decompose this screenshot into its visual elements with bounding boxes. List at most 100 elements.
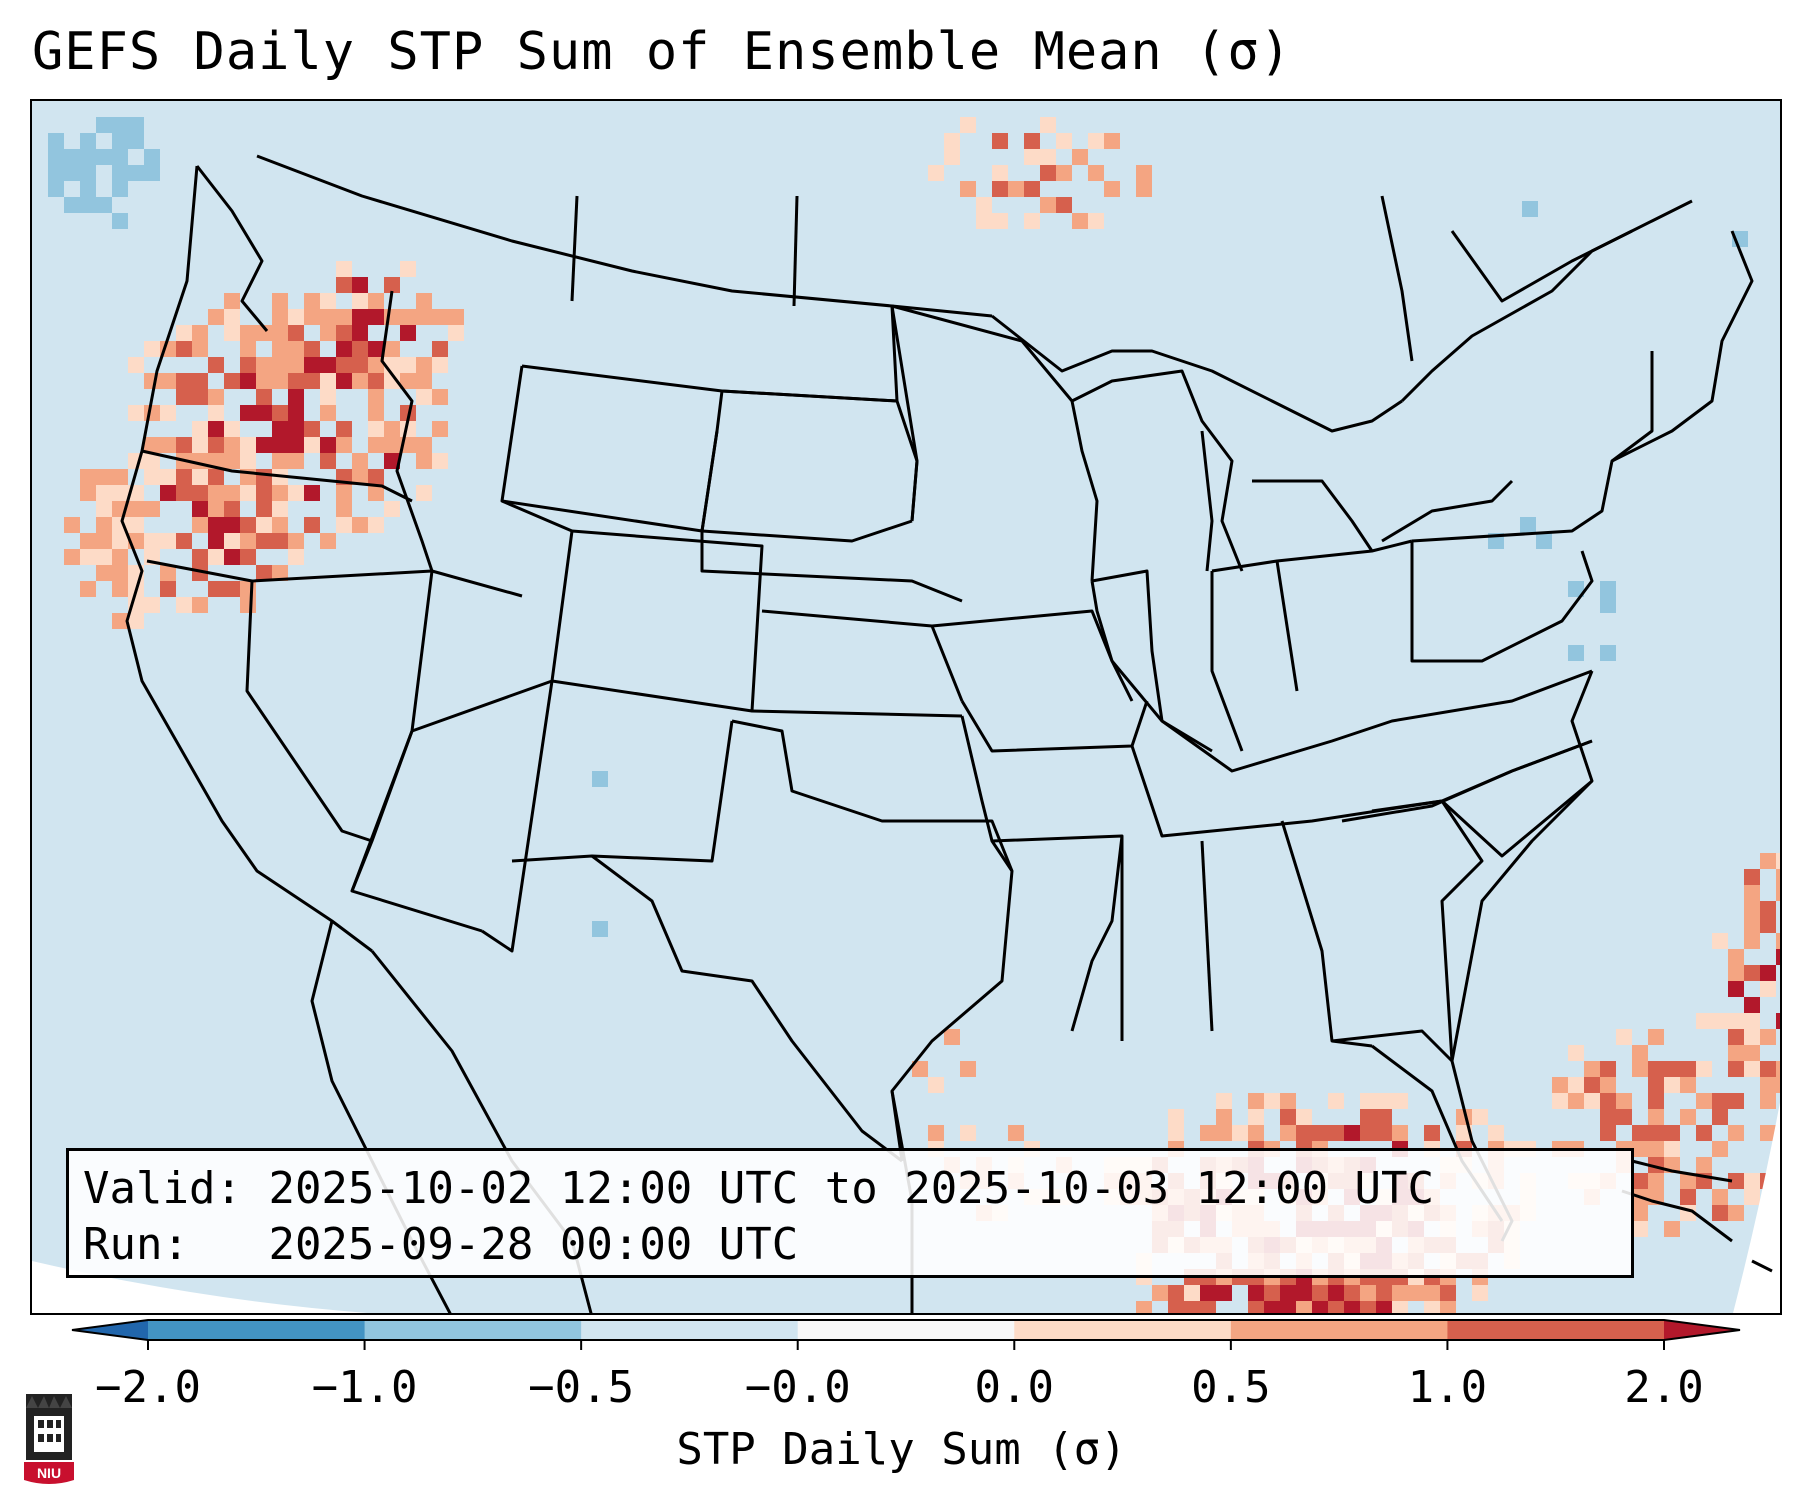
stp-cell <box>336 261 352 277</box>
stp-cell <box>208 517 224 533</box>
stp-cell <box>1712 1093 1728 1109</box>
stp-cell <box>112 565 128 581</box>
stp-cell <box>144 341 160 357</box>
stp-cell <box>336 357 352 373</box>
stp-cell <box>1744 933 1760 949</box>
stp-cell <box>192 437 208 453</box>
stp-cell <box>80 197 96 213</box>
stp-cell <box>64 165 80 181</box>
colorbar-bin <box>364 1320 582 1340</box>
stp-cell <box>144 469 160 485</box>
stp-cell <box>448 325 464 341</box>
stp-cell <box>1328 1125 1344 1141</box>
stp-cell <box>240 437 256 453</box>
stp-cell <box>352 469 368 485</box>
stp-cell <box>96 565 112 581</box>
stp-cell <box>1328 1301 1344 1313</box>
stp-cell <box>1216 1093 1232 1109</box>
stp-cell <box>160 581 176 597</box>
stp-cell <box>256 437 272 453</box>
stp-cell <box>144 533 160 549</box>
stp-cell <box>288 549 304 565</box>
stp-cell <box>592 921 608 937</box>
stp-cell <box>1600 645 1616 661</box>
stp-cell <box>1296 1109 1312 1125</box>
stp-cell <box>992 181 1008 197</box>
stp-cell <box>1648 1173 1664 1189</box>
stp-cell <box>288 453 304 469</box>
stp-cell <box>432 389 448 405</box>
stp-cell <box>1776 933 1780 949</box>
stp-cell <box>1680 1109 1696 1125</box>
stp-cell <box>1104 133 1120 149</box>
stp-cell <box>1040 197 1056 213</box>
stp-cell <box>320 293 336 309</box>
stp-cell <box>336 517 352 533</box>
stp-cell <box>208 405 224 421</box>
stp-cell <box>1056 197 1072 213</box>
stp-cell <box>1056 165 1072 181</box>
stp-cell <box>1648 1093 1664 1109</box>
stp-cell <box>224 325 240 341</box>
stp-cell <box>272 341 288 357</box>
stp-cell <box>400 357 416 373</box>
stp-cell <box>336 325 352 341</box>
stp-cell <box>1296 1301 1312 1313</box>
stp-cell <box>1248 1109 1264 1125</box>
stp-cell <box>192 389 208 405</box>
stp-cell <box>384 501 400 517</box>
stp-cell <box>208 437 224 453</box>
stp-cell <box>432 453 448 469</box>
stp-cell <box>1728 1173 1744 1189</box>
stp-cell <box>992 165 1008 181</box>
stp-cell <box>96 517 112 533</box>
stp-cell <box>240 453 256 469</box>
stp-cell <box>240 373 256 389</box>
stp-cell <box>96 469 112 485</box>
stp-cell <box>224 293 240 309</box>
stp-cell <box>288 309 304 325</box>
stp-cell <box>144 437 160 453</box>
stp-cell <box>1088 213 1104 229</box>
stp-cell <box>304 373 320 389</box>
stp-cell <box>1760 901 1776 917</box>
stp-cell <box>272 453 288 469</box>
stp-cell <box>272 357 288 373</box>
stp-cell <box>272 309 288 325</box>
stp-cell <box>112 549 128 565</box>
stp-cell <box>368 485 384 501</box>
stp-cell <box>944 1029 960 1045</box>
stp-cell <box>192 597 208 613</box>
stp-cell <box>400 309 416 325</box>
stp-cell <box>976 197 992 213</box>
stp-cell <box>960 1125 976 1141</box>
stp-cell <box>160 565 176 581</box>
stp-cell <box>944 133 960 149</box>
stp-cell <box>1008 1125 1024 1141</box>
stp-cell <box>240 485 256 501</box>
stp-cell <box>320 373 336 389</box>
stp-cell <box>1776 1061 1780 1077</box>
stp-cell <box>1776 1077 1780 1093</box>
stp-cell <box>1776 1013 1780 1029</box>
stp-cell <box>112 149 128 165</box>
stp-cell <box>1760 1093 1776 1109</box>
colorbar-tick-label: 0.5 <box>1191 1362 1271 1413</box>
stp-cell <box>352 293 368 309</box>
stp-cell <box>112 469 128 485</box>
stp-cell <box>1744 1173 1760 1189</box>
stp-cell <box>928 1125 944 1141</box>
stp-cell <box>288 389 304 405</box>
stp-cell <box>416 309 432 325</box>
stp-cell <box>1376 1125 1392 1141</box>
stp-cell <box>304 341 320 357</box>
map-title: GEFS Daily STP Sum of Ensemble Mean (σ) <box>32 22 1292 82</box>
stp-cell <box>128 613 144 629</box>
stp-cell <box>256 485 272 501</box>
stp-cell <box>80 469 96 485</box>
stp-cell <box>112 133 128 149</box>
stp-cell <box>368 405 384 421</box>
stp-cell <box>224 549 240 565</box>
stp-cell <box>416 485 432 501</box>
stp-cell <box>272 533 288 549</box>
